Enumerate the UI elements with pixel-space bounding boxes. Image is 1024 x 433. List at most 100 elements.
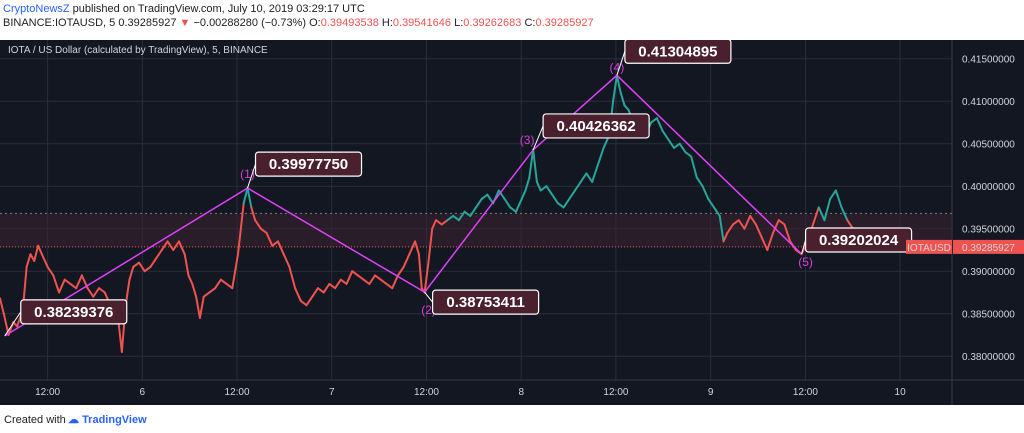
current-price-label: 0.39285927 (962, 243, 1015, 254)
price-segment (69, 282, 78, 290)
price-segment (128, 265, 135, 281)
price-segment (322, 282, 331, 294)
price-segment (650, 117, 658, 124)
callout-box (624, 40, 732, 64)
symbol-tag-label: IOTAUSD (907, 243, 951, 254)
publish-line: CryptoNewsZ published on TradingView.com… (3, 3, 365, 15)
low-value: 0.39262683 (463, 17, 522, 29)
price-segment (86, 287, 95, 298)
price-segment (0, 297, 5, 315)
price-segment (452, 214, 460, 222)
callout-value: 0.41304895 (638, 43, 717, 60)
price-segment (379, 278, 388, 285)
callout-pointer (4, 311, 22, 337)
price-segment (202, 291, 211, 298)
created-with-label: Created with (4, 414, 66, 426)
price-segment (532, 148, 538, 183)
price-chart[interactable]: (1)(2)(3)(4)(5)0.382393760.399777500.387… (0, 40, 1024, 405)
price-segment (299, 299, 308, 307)
x-tick-label: 8 (518, 387, 524, 398)
price-segment (514, 197, 523, 213)
y-tick-label: 0.38000000 (962, 352, 1015, 363)
price-segment (713, 206, 721, 217)
price-segment (214, 278, 222, 290)
x-tick-label: 10 (895, 387, 907, 398)
price-segment (673, 142, 681, 149)
price-segment (579, 172, 588, 183)
price-segment (520, 189, 527, 200)
chart-title: IOTA / US Dollar (calculated by TradingV… (8, 45, 268, 56)
price-segment (362, 278, 371, 285)
x-tick-label: 12:00 (414, 387, 439, 398)
price-segment (667, 138, 676, 149)
tradingview-label: TradingView (82, 414, 147, 426)
price-segment (183, 253, 190, 277)
time-axis[interactable]: 12:00 6 12:00 7 12:00 8 12:00 9 12:00 10 (35, 387, 906, 398)
current-price-tag (953, 239, 1024, 254)
x-tick-label: 9 (708, 387, 714, 398)
price-segment (75, 274, 83, 290)
callout-pointer (247, 163, 256, 189)
price-segment (528, 148, 535, 179)
price-segment (760, 236, 769, 251)
price-segment (545, 185, 554, 196)
price-segment (25, 253, 32, 268)
price-segment (92, 287, 101, 298)
price-segment (722, 231, 729, 243)
tradingview-logo[interactable]: ☁ TradingView (68, 413, 147, 426)
price-segment (37, 244, 43, 256)
price-segment (737, 219, 746, 230)
price-segment (149, 257, 158, 268)
callout-box (20, 299, 128, 325)
price-segment (191, 282, 198, 298)
price-segment (574, 180, 582, 192)
tradingview-cloud-icon: ☁ (68, 414, 79, 426)
price-segment (726, 223, 735, 234)
price-segment (311, 287, 319, 298)
symbol-tag-box (906, 239, 952, 254)
price-segment (707, 197, 715, 209)
x-tick-label: 12:00 (603, 387, 628, 398)
price-segment (743, 214, 752, 230)
y-tick-label: 0.41000000 (962, 97, 1015, 108)
y-tick-label: 0.39500000 (962, 225, 1015, 236)
price-segment (823, 197, 832, 222)
price-segment (396, 265, 405, 277)
callout-box (542, 113, 650, 139)
price-segment (619, 91, 626, 107)
callout-pointer (532, 125, 544, 151)
price-segment (535, 180, 542, 192)
price-segment (435, 219, 443, 226)
price-segment (160, 240, 169, 251)
price-segment (187, 274, 194, 285)
price-segment (237, 202, 245, 256)
price-segment (52, 274, 61, 294)
price-segment (172, 240, 180, 251)
price-segment (46, 265, 55, 277)
author-link[interactable]: CryptoNewsZ (3, 3, 70, 15)
callout-value: 0.38239376 (34, 304, 113, 321)
callout-value: 0.38753411 (446, 294, 524, 311)
price-segment (177, 240, 186, 256)
price-segment (440, 219, 449, 226)
price-axis[interactable]: 0.41500000 0.41000000 0.40500000 0.40000000… (906, 55, 1024, 364)
price-segment (166, 240, 175, 251)
price-segment (772, 219, 780, 234)
price-segment (596, 146, 605, 166)
price-change: −0.00288280 (−0.73%) (193, 17, 307, 29)
published-text: published on TradingView.com, July 10, 2… (69, 3, 365, 15)
price-segment (846, 219, 854, 230)
price-segment (486, 193, 495, 205)
last-price: 0.39285927 (118, 17, 177, 29)
y-tick-label: 0.41500000 (962, 55, 1015, 66)
price-segment (568, 189, 577, 200)
price-segment (431, 219, 438, 230)
price-segment (585, 172, 594, 183)
ohlc-line: BINANCE:IOTAUSD, 5 0.39285927 ▼ −0.00288… (3, 17, 594, 29)
price-segment (351, 270, 359, 277)
price-segment (732, 219, 740, 226)
price-segment (509, 206, 517, 213)
price-segment (246, 186, 253, 209)
price-segment (391, 274, 399, 290)
price-segment (271, 240, 279, 247)
